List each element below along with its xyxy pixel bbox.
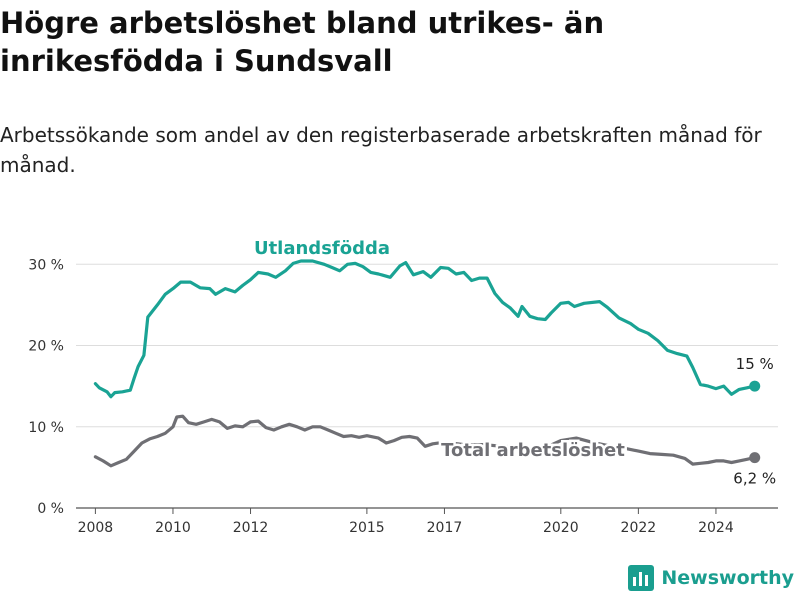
- series-label-utlandsfodda: Utlandsfödda: [254, 238, 390, 259]
- end-point-utlandsfodda: [749, 380, 761, 392]
- x-tick-label: 2017: [427, 520, 463, 536]
- grid-lines: [76, 263, 778, 509]
- x-tick-label: 2015: [349, 520, 385, 536]
- series-label-total: Total arbetslöshet: [441, 440, 625, 461]
- end-label-utlandsfodda: 15 %: [736, 355, 774, 373]
- x-tick-label: 2022: [621, 520, 657, 536]
- chart-title: Högre arbetslöshet bland utrikes- än inr…: [0, 6, 605, 78]
- y-tick-label: 30 %: [28, 257, 64, 273]
- end-point-total: [749, 452, 761, 464]
- x-tick-label: 2020: [543, 520, 579, 536]
- x-tick-label: 2010: [155, 520, 191, 536]
- newsworthy-brand[interactable]: Newsworthy: [627, 564, 794, 592]
- series-line-utlandsfodda: [93, 259, 757, 399]
- series-line-total: [93, 414, 757, 468]
- y-tick-label: 20 %: [28, 339, 64, 355]
- y-tick-label: 0 %: [37, 501, 64, 517]
- series-lines: [93, 259, 761, 468]
- x-tick-label: 2008: [78, 520, 114, 536]
- x-tick-label: 2024: [698, 520, 734, 536]
- y-tick-label: 10 %: [28, 420, 64, 436]
- x-tick-label: 2012: [233, 520, 269, 536]
- chart-subtitle: Arbetssökande som andel av den registerb…: [0, 123, 762, 177]
- newsworthy-logo-icon: [628, 565, 655, 591]
- end-label-total: 6,2 %: [733, 470, 776, 488]
- brand-name: Newsworthy: [661, 567, 794, 589]
- x-axis: [94, 508, 717, 514]
- chart-labels: 0 % 10 % 20 % 30 % 2008 2010 2012 2015 2017 2020 2…: [28, 238, 776, 536]
